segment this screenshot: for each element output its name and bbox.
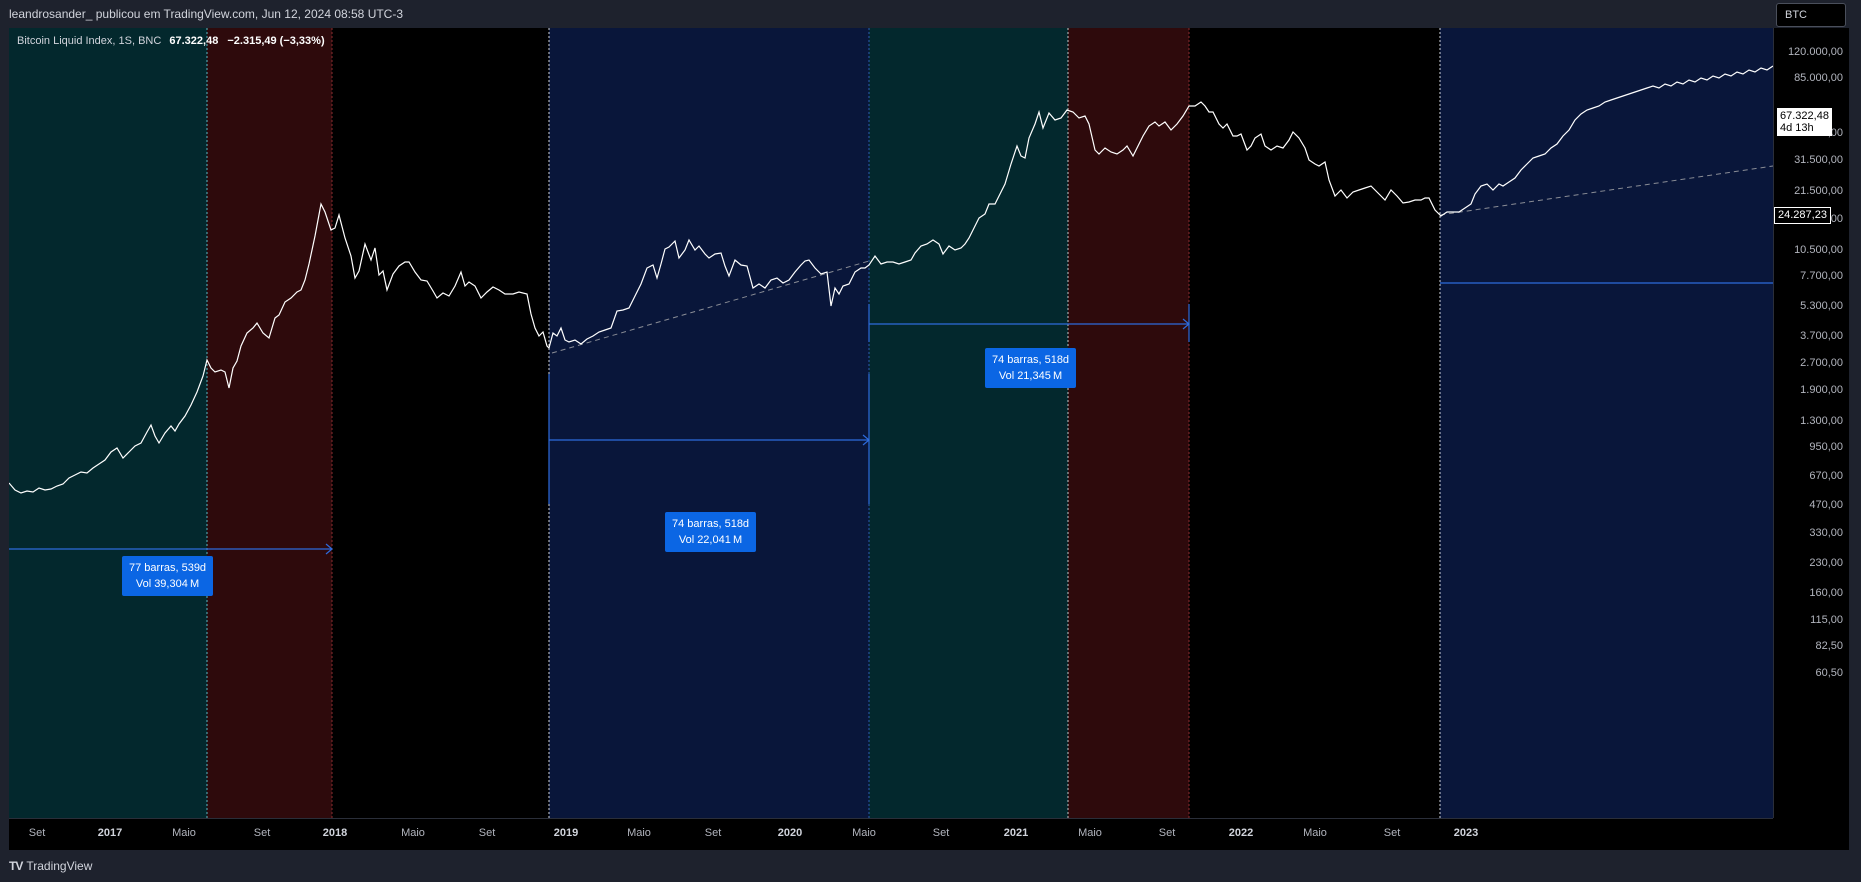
price-axis-tick: 5.300,00 xyxy=(1800,300,1843,312)
price-chart-svg[interactable] xyxy=(9,28,1773,818)
range-arrowhead xyxy=(325,543,333,555)
time-axis-month-label: Set xyxy=(932,827,950,839)
publish-header: leandrosander_ publicou em TradingView.c… xyxy=(0,0,1861,28)
price-axis-tick: 7.700,00 xyxy=(1800,270,1843,282)
time-axis-month-label: Maio xyxy=(852,827,876,839)
time-axis-year-label: 2017 xyxy=(97,827,123,839)
zone-navy-1 xyxy=(549,28,869,818)
range-measure-volume: Vol 39,304 M xyxy=(135,578,200,590)
time-axis-year-label: 2022 xyxy=(1228,827,1254,839)
time-axis-year-label: 2020 xyxy=(777,827,803,839)
price-axis-tick: 330,00 xyxy=(1809,527,1843,539)
range-measure-label[interactable]: 74 barras, 518d Vol 22,041 M xyxy=(665,512,757,552)
time-axis-month-label: Set xyxy=(704,827,722,839)
tradingview-logo[interactable]: TV TradingView xyxy=(9,859,92,873)
chart-pane[interactable]: Bitcoin Liquid Index, 1S, BNC 67.322,48 … xyxy=(9,28,1849,850)
time-axis-month-label: Set xyxy=(478,827,496,839)
price-axis-tick: 950,00 xyxy=(1809,441,1843,453)
time-axis-year-label: 2019 xyxy=(553,827,579,839)
zone-teal-1 xyxy=(9,28,207,818)
price-axis-tick: 21.500,00 xyxy=(1794,185,1843,197)
time-axis-month-label: Set xyxy=(1158,827,1176,839)
time-axis-year-label: 2018 xyxy=(322,827,348,839)
trend-line xyxy=(551,260,870,354)
price-axis-tick: 85.000,00 xyxy=(1794,72,1843,84)
price-axis-tick: 670,00 xyxy=(1809,470,1843,482)
time-axis-month-label: Maio xyxy=(627,827,651,839)
bar-countdown: 4d 13h xyxy=(1780,122,1814,134)
tv-logo-icon: TV xyxy=(9,859,23,873)
zone-red-1 xyxy=(207,28,332,818)
range-measure-bars: 74 barras, 518d xyxy=(672,518,750,530)
price-axis-tick: 160,00 xyxy=(1809,587,1843,599)
range-measure-bars: 77 barras, 539d xyxy=(129,562,207,574)
series-change: −2.315,49 (−3,33%) xyxy=(227,35,325,47)
price-axis-tick: 120.000,00 xyxy=(1787,46,1843,58)
time-axis-month-label: Maio xyxy=(401,827,425,839)
range-measure-label[interactable]: 74 barras, 518d Vol 21,345 M xyxy=(985,348,1077,388)
zone-navy-2 xyxy=(1440,28,1773,818)
series-last-value: 67.322,48 xyxy=(169,35,219,47)
crosshair-price-tag: 24.287,23 xyxy=(1774,207,1831,224)
brand-name: TradingView xyxy=(26,859,93,873)
price-axis-tick: 1.900,00 xyxy=(1800,384,1843,396)
footer-bar: TV TradingView xyxy=(0,850,1861,882)
price-axis[interactable]: 120.000,0085.000,0043.500,0031.500,0021.… xyxy=(1773,28,1849,818)
range-arrowhead xyxy=(1182,318,1190,330)
range-measure-bars: 74 barras, 518d xyxy=(992,354,1070,366)
range-measure-label[interactable]: 77 barras, 539d Vol 39,304 M xyxy=(122,556,214,596)
price-axis-tick: 3.700,00 xyxy=(1800,330,1843,342)
time-axis[interactable]: Set 2017 Maio Set 2018 Maio Set 2019 Maio Set 2020… xyxy=(9,818,1773,850)
price-axis-tick: 230,00 xyxy=(1809,557,1843,569)
last-price-tag: 67.322,48 4d 13h xyxy=(1777,108,1832,136)
series-name: Bitcoin Liquid Index, 1S, BNC xyxy=(17,35,162,47)
plot-area[interactable]: Bitcoin Liquid Index, 1S, BNC 67.322,48 … xyxy=(9,28,1773,818)
price-axis-tick: 82,50 xyxy=(1815,640,1843,652)
zone-teal-2 xyxy=(869,28,1068,818)
zone-red-2 xyxy=(1068,28,1189,818)
time-axis-month-label: Set xyxy=(28,827,46,839)
price-axis-tick: 10.500,00 xyxy=(1794,244,1843,256)
price-axis-tick: 2.700,00 xyxy=(1800,357,1843,369)
price-axis-tick: 1.300,00 xyxy=(1800,415,1843,427)
price-axis-tick: 115,00 xyxy=(1810,614,1843,626)
range-measure-volume: Vol 22,041 M xyxy=(678,534,743,546)
symbol-button[interactable]: BTC xyxy=(1776,3,1846,27)
time-axis-month-label: Set xyxy=(1383,827,1401,839)
price-axis-tick: 60,50 xyxy=(1815,667,1843,679)
time-axis-month-label: Maio xyxy=(172,827,196,839)
last-price-value: 67.322,48 xyxy=(1780,110,1829,122)
price-axis-tick: 470,00 xyxy=(1809,499,1843,511)
range-measure-volume: Vol 21,345 M xyxy=(998,370,1063,382)
time-axis-month-label: Maio xyxy=(1078,827,1102,839)
range-arrowhead xyxy=(862,434,870,446)
trend-line xyxy=(1439,165,1773,216)
time-axis-month-label: Set xyxy=(253,827,271,839)
time-axis-year-label: 2021 xyxy=(1003,827,1029,839)
series-legend[interactable]: Bitcoin Liquid Index, 1S, BNC 67.322,48 … xyxy=(17,35,325,47)
time-axis-month-label: Maio xyxy=(1303,827,1327,839)
price-axis-tick: 31.500,00 xyxy=(1794,154,1843,166)
time-axis-year-label: 2023 xyxy=(1453,827,1479,839)
publisher-text: leandrosander_ publicou em TradingView.c… xyxy=(9,7,404,21)
price-line xyxy=(9,65,1773,494)
